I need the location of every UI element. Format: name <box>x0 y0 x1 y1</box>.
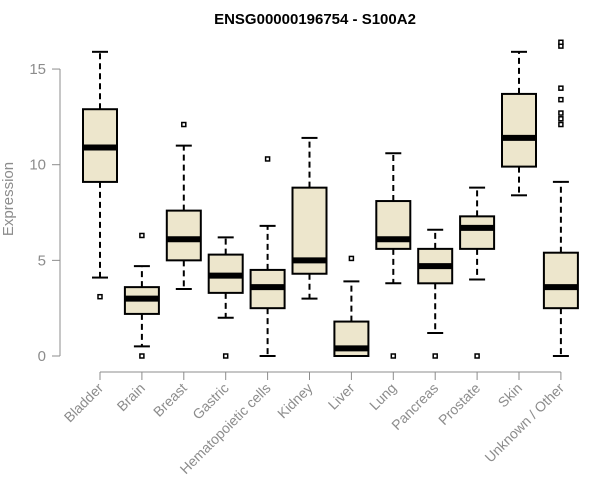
outlier-point <box>139 232 145 239</box>
y-tick-label: 15 <box>29 61 46 78</box>
box-kidney <box>291 136 328 300</box>
x-tick-label: Unknown / Other <box>481 380 567 466</box>
x-tick-label: Breast <box>150 380 190 420</box>
outlier-point <box>558 116 564 122</box>
outlier-point <box>558 96 564 103</box>
x-tick-label: Skin <box>495 380 526 411</box>
outlier-point <box>558 121 564 128</box>
x-tick-label: Bladder <box>61 380 107 426</box>
box-unknown-other <box>542 39 579 357</box>
outlier-point <box>390 353 397 359</box>
outlier-point <box>97 293 103 300</box>
outlier-point <box>558 110 564 116</box>
outlier-point <box>348 255 355 262</box>
outlier-point <box>432 353 438 359</box>
iqr-box <box>459 215 496 250</box>
box-breast <box>165 121 202 291</box>
y-tick-label: 0 <box>38 348 46 365</box>
x-tick-label: Lung <box>366 380 399 413</box>
iqr-box <box>501 92 537 168</box>
x-tick-label: Kidney <box>274 380 316 422</box>
box-brain <box>123 232 160 359</box>
box-liver <box>333 255 370 358</box>
y-tick-label: 10 <box>29 157 46 174</box>
x-tick-label: Brain <box>114 380 148 414</box>
boxes <box>82 39 579 359</box>
outlier-point <box>181 121 187 128</box>
y-axis-label: Expression <box>0 162 17 236</box>
y-tick-label: 5 <box>38 252 46 269</box>
x-tick-label: Prostate <box>435 380 483 428</box>
outlier-point <box>558 85 564 91</box>
outlier-point <box>558 39 564 46</box>
box-gastric <box>207 236 244 359</box>
box-bladder <box>82 50 118 300</box>
iqr-box <box>165 209 202 262</box>
outlier-point <box>264 156 271 162</box>
outlier-point <box>222 353 229 359</box>
chart-title: ENSG00000196754 - S100A2 <box>214 11 416 28</box>
box-lung <box>375 152 412 359</box>
box-skin <box>501 50 537 197</box>
box-prostate <box>459 186 496 359</box>
box-hematopoietic-cells <box>249 156 286 357</box>
outlier-point <box>474 353 480 359</box>
iqr-box <box>542 251 579 310</box>
x-tick-label: Liver <box>325 380 358 413</box>
x-tick-label: Pancreas <box>388 380 441 433</box>
axes: 0 5 10 15 <box>29 61 562 380</box>
box-pancreas <box>417 228 454 359</box>
outlier-point <box>139 353 145 359</box>
